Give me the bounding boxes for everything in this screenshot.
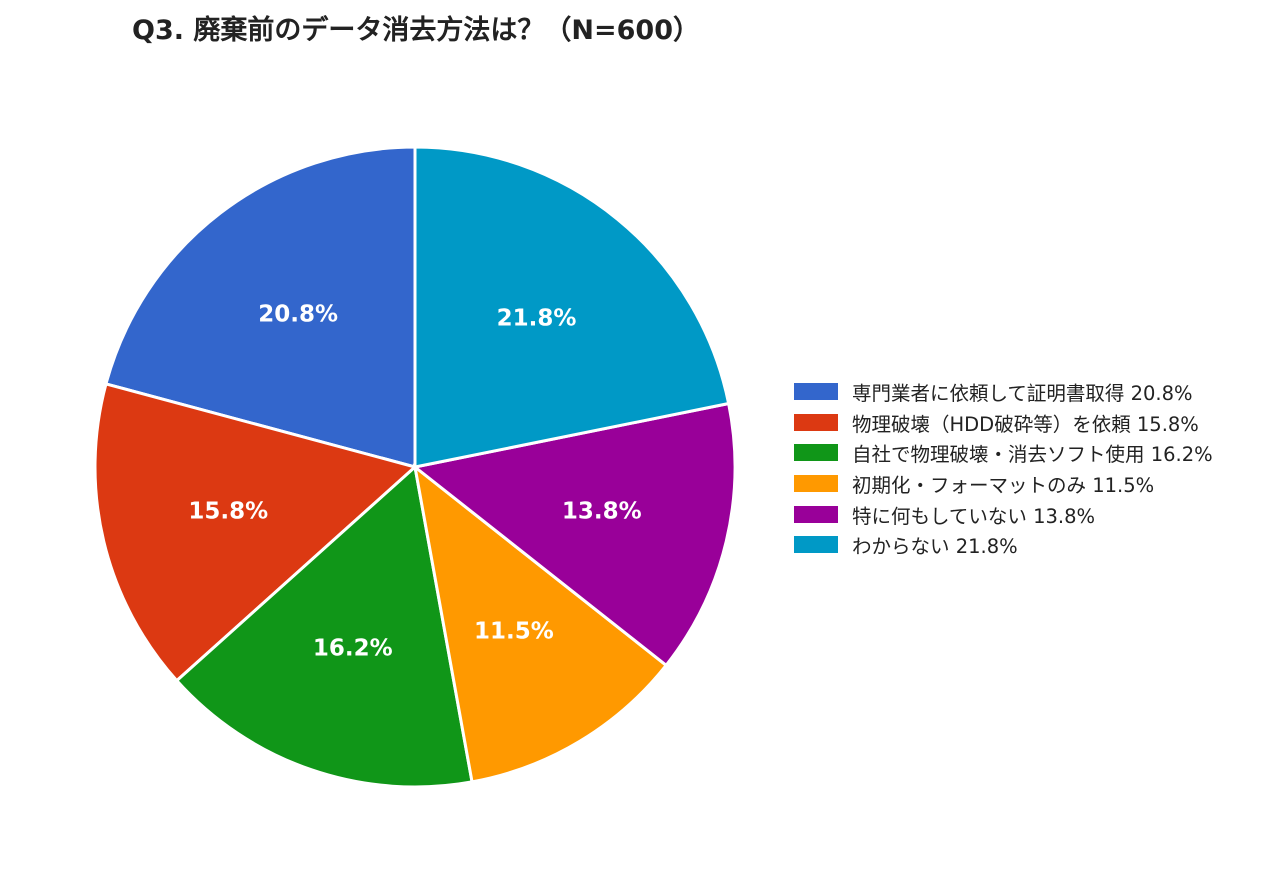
- slice-data-label-5: 13.8%: [562, 499, 642, 525]
- slice-data-label-4: 11.5%: [474, 619, 554, 645]
- slice-data-label-1: 20.8%: [258, 302, 338, 328]
- legend-label: 物理破壊（HDD破砕等）を依頼 15.8%: [852, 412, 1199, 436]
- legend-item-1: 専門業者に依頼して証明書取得 20.8%: [794, 376, 1213, 407]
- chart-title: Q3. 廃棄前のデータ消去方法は？（N=600）: [132, 15, 700, 46]
- legend-swatch: [794, 413, 838, 431]
- legend-item-4: 初期化・フォーマットのみ 11.5%: [794, 468, 1213, 499]
- legend-label: 初期化・フォーマットのみ 11.5%: [852, 473, 1155, 497]
- legend-swatch: [794, 536, 838, 554]
- slice-data-label-2: 15.8%: [188, 499, 268, 525]
- slice-data-label-6: 21.8%: [497, 305, 577, 331]
- pie-slice-1: [104, 145, 417, 469]
- slice-data-label-3: 16.2%: [313, 636, 393, 662]
- legend-label: わからない 21.8%: [852, 535, 1018, 559]
- pie-slice-5: [411, 401, 737, 668]
- chart-legend: 専門業者に依頼して証明書取得 20.8% 物理破壊（HDD破砕等）を依頼 15.8…: [794, 376, 1213, 560]
- legend-label: 専門業者に依頼して証明書取得 20.8%: [852, 381, 1193, 405]
- legend-label: 特に何もしていない 13.8%: [852, 504, 1096, 528]
- pie-slice-2: [93, 382, 419, 683]
- pie-slice-4: [412, 463, 669, 784]
- pie-slice-3: [174, 464, 474, 789]
- legend-swatch: [794, 505, 838, 523]
- legend-item-6: わからない 21.8%: [794, 529, 1213, 560]
- legend-swatch: [794, 382, 838, 400]
- legend-swatch: [794, 444, 838, 462]
- legend-label: 自社で物理破壊・消去ソフト使用 16.2%: [852, 443, 1213, 467]
- legend-item-2: 物理破壊（HDD破砕等）を依頼 15.8%: [794, 407, 1213, 438]
- legend-item-5: 特に何もしていない 13.8%: [794, 499, 1213, 530]
- legend-item-3: 自社で物理破壊・消去ソフト使用 16.2%: [794, 437, 1213, 468]
- pie-slice-6: [413, 145, 731, 469]
- legend-swatch: [794, 474, 838, 492]
